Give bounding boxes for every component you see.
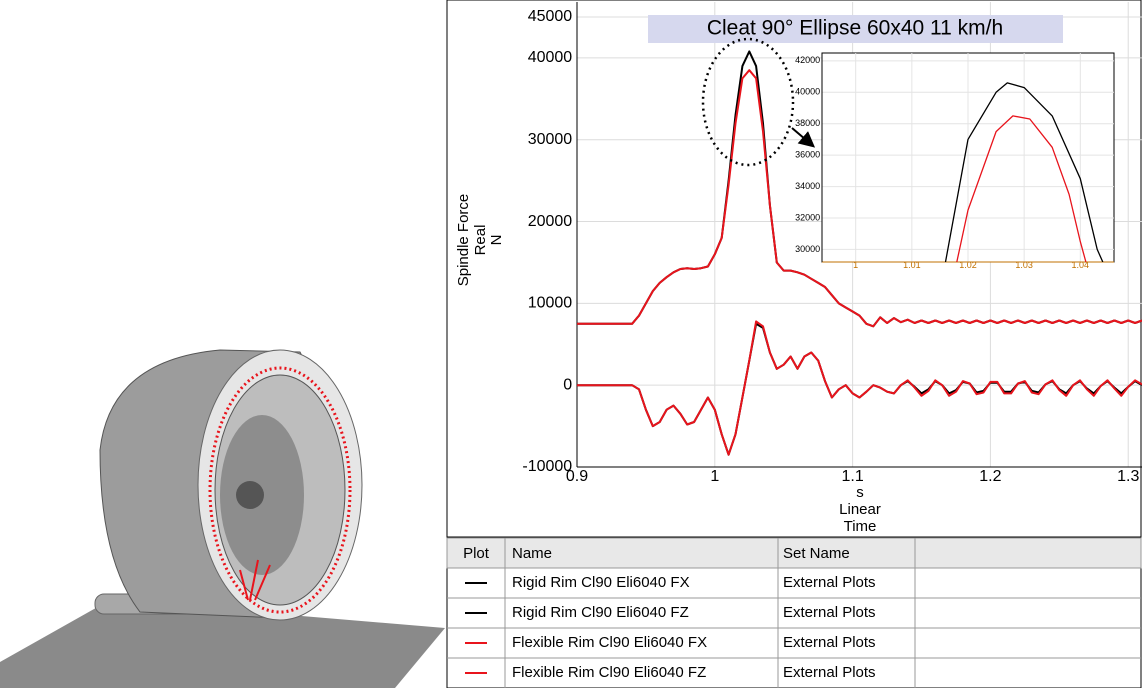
table-header: Name [512,545,552,562]
x-tick-label: 1.04 [1072,260,1090,270]
set-name: External Plots [783,604,876,621]
tire-model [0,350,445,688]
y-tick-label: 38000 [795,118,820,128]
y-tick-label: 30000 [528,131,573,148]
legend-name: Flexible Rim Cl90 Eli6040 FZ [512,664,706,681]
screen: -10000 0 10000 20000 30000 40000 45000 0.9 1 1.1 1… [0,0,1142,688]
y-tick-label: 10000 [528,295,573,312]
y-tick-label: 40000 [795,87,820,97]
legend-name: Flexible Rim Cl90 Eli6040 FX [512,634,707,651]
y-tick-label: 36000 [795,150,820,160]
x-tick-label: 1.1 [841,468,863,485]
y-axis-label: Real [472,225,489,256]
x-tick-label: 1.03 [1015,260,1033,270]
y-tick-label: 40000 [528,49,573,66]
set-name: External Plots [783,574,876,591]
table-header: Plot [463,545,490,562]
y-axis-label: N [488,235,505,246]
y-tick-label: 34000 [795,181,820,191]
x-axis-label: Linear [839,501,881,518]
legend-name: Rigid Rim Cl90 Eli6040 FX [512,574,690,591]
y-tick-label: 42000 [795,55,820,65]
x-tick-label: 1.2 [979,468,1001,485]
x-tick-label: 1.01 [903,260,921,270]
x-tick-label: 1.02 [959,260,977,270]
table-header: Set Name [783,545,850,562]
x-tick-label: 1 [710,468,719,485]
x-tick-label: 0.9 [566,468,588,485]
y-tick-label: -10000 [522,458,572,475]
y-tick-label: 32000 [795,212,820,222]
y-tick-label: 30000 [795,244,820,254]
set-name: External Plots [783,664,876,681]
x-tick-label: 1 [853,260,858,270]
y-axis-label: Spindle Force [455,194,472,287]
x-axis-label: s [856,484,864,501]
x-tick-label: 1.3 [1117,468,1139,485]
y-tick-label: 45000 [528,8,573,25]
y-tick-label: 0 [563,376,572,393]
set-name: External Plots [783,634,876,651]
legend-table: Plot Name Set Name Rigid Rim Cl90 Eli604… [447,538,1141,688]
chart-title: Cleat 90° Ellipse 60x40 11 km/h [707,17,1003,40]
legend-name: Rigid Rim Cl90 Eli6040 FZ [512,604,689,621]
x-axis-label: Time [844,518,877,535]
y-tick-label: 20000 [528,213,573,230]
